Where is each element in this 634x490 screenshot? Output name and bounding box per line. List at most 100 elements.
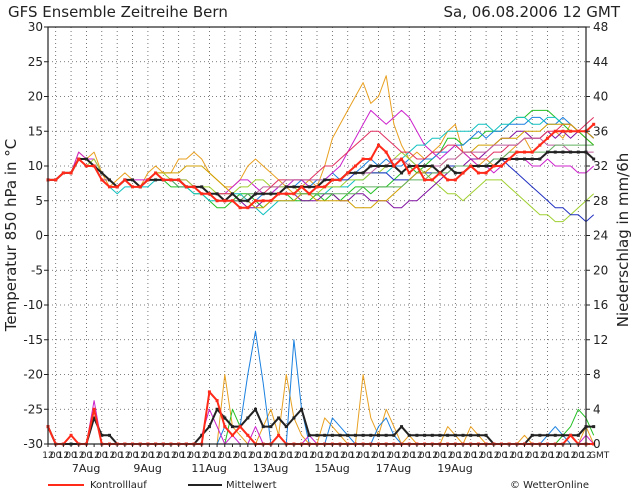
precip-mean-point [223,416,226,419]
precip-mean-point [438,434,441,437]
precip-mean-point [385,434,388,437]
temp-control-point [292,192,295,195]
temp-mean-point [477,165,480,168]
precip-mean-point [346,434,349,437]
temp-control-point [262,199,265,202]
temp-control-point [285,192,288,195]
y-tick-label: 10 [28,159,43,173]
precip-mean-point [216,408,219,411]
y2-tick-label: 20 [593,263,608,277]
temp-mean-point [269,192,272,195]
temp-control-point [577,130,580,133]
temp-mean-point [569,151,572,154]
temp-mean-point [200,185,203,188]
precip-mean-point [469,434,472,437]
temp-mean-point [485,165,488,168]
temp-control-point [308,192,311,195]
x-date-label: 19Aug [437,462,472,475]
precip-mean-point [269,425,272,428]
y2-tick-label: 16 [593,298,608,312]
temp-control-point [216,199,219,202]
precip-mean-point [316,434,319,437]
legend-mean-label: Mittelwert [226,480,277,490]
temp-control-point [554,130,557,133]
temp-control-point [415,165,418,168]
precip-mean-point [538,434,541,437]
temp-control-point [477,171,480,174]
temp-control-point [369,158,372,161]
temp-control-point [431,178,434,181]
y2-axis-label: Niederschlag in mm/6h [614,153,632,328]
y-tick-label: 0 [35,229,43,243]
y-tick-label: -15 [23,333,43,347]
temp-control-point [108,185,111,188]
temp-control-point [462,171,465,174]
temp-mean-point [385,165,388,168]
temp-control-point [446,178,449,181]
precip-mean-point [477,434,480,437]
precip-control-point [277,434,280,437]
precip-mean [48,409,594,444]
x-date-label: 9Aug [133,462,161,475]
temp-mean-point [500,158,503,161]
temp-control-point [492,165,495,168]
temp-mean-point [577,151,580,154]
temp-mean-point [546,151,549,154]
precip-mean-point [531,434,534,437]
temp-mean-point [100,171,103,174]
copyright: © WetterOnline [510,480,589,490]
temp-control-point [77,158,80,161]
precip-member [48,401,594,444]
precip-mean-point [262,425,265,428]
precip-mean-point [362,434,365,437]
x-axis: 1200120012001200120012001200120012001200… [42,444,609,475]
temp-control-point [331,178,334,181]
temp-mean-point [369,165,372,168]
y2-tick-label: 12 [593,333,608,347]
precip-mean-point [546,434,549,437]
precip-mean-point [331,434,334,437]
temp-mean-point [216,192,219,195]
temp-control-point [246,206,249,209]
temp-control-point [538,144,541,147]
temp-control-point [531,151,534,154]
run-date: Sa, 06.08.2006 12 GMT [444,3,621,21]
precip-mean-point [254,408,257,411]
precip-mean-point [369,434,372,437]
precip-control-point [239,425,242,428]
temp-control-point [523,151,526,154]
temp-mean-point [408,165,411,168]
temp-control-point [185,185,188,188]
temp-mean-point [354,171,357,174]
y-tick-label: -10 [23,298,43,312]
temp-mean-point [423,165,426,168]
temp-control-point [116,185,119,188]
precip-mean-point [377,434,380,437]
y-tick-label: 15 [28,124,43,138]
temp-mean-point [323,178,326,181]
temp-control-point [208,192,211,195]
x-date-label: 15Aug [314,462,349,475]
temp-mean-point [561,151,564,154]
precip-mean-point [554,434,557,437]
temp-control-point [169,178,172,181]
temp-mean-point [400,171,403,174]
precip-mean-point [300,408,303,411]
temp-control-point [339,178,342,181]
precip-control-point [93,408,96,411]
temp-control-point [85,165,88,168]
y-tick-label: -20 [23,368,43,382]
precip-mean-point [462,434,465,437]
temp-control-point [354,165,357,168]
precip-control-point [246,434,249,437]
temp-mean-point [454,171,457,174]
precip-mean-point [339,434,342,437]
temp-control-point [408,171,411,174]
temp-control-point [500,165,503,168]
precip-mean-point [292,416,295,419]
precip-control-point [70,434,73,437]
temp-control-point [392,165,395,168]
temp-mean-point [108,178,111,181]
x-gmt-label: GMT [589,451,610,461]
temp-control-point [123,178,126,181]
